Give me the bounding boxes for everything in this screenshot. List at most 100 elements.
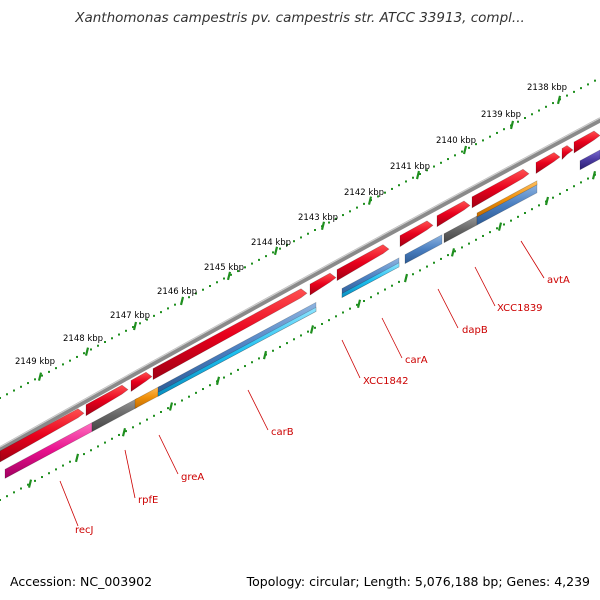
scale-dot (461, 150, 463, 153)
scale-dot (335, 217, 337, 220)
major-tick (273, 246, 279, 256)
scale-label: 2139 kbp (481, 110, 521, 120)
forward-cds[interactable] (336, 244, 390, 282)
gene-label-recJ[interactable]: recJ (75, 525, 94, 536)
scale-dot (342, 214, 344, 217)
scale-dot (391, 284, 393, 287)
scale-dot (580, 87, 582, 90)
scale-dot (300, 334, 302, 337)
scale-dot (573, 185, 575, 188)
gene-label-XCC1839[interactable]: XCC1839 (497, 303, 543, 314)
forward-cds[interactable] (561, 145, 574, 161)
forward-cds[interactable] (535, 152, 561, 175)
forward-cds[interactable] (130, 371, 153, 393)
scale-dot (132, 426, 134, 429)
forward-cds[interactable] (309, 272, 337, 296)
scale-dot (538, 109, 540, 112)
inner-major-tick (121, 427, 127, 437)
scale-dot (188, 296, 190, 299)
scale-dot (538, 204, 540, 207)
gene-label-XCC1842[interactable]: XCC1842 (363, 376, 409, 387)
reverse-cds-stripe[interactable] (476, 180, 538, 218)
scale-dot (69, 359, 71, 362)
reverse-cds-stripe[interactable] (341, 262, 400, 298)
scale-dot (167, 407, 169, 410)
scale-dot (412, 273, 414, 276)
scale-dot (279, 345, 281, 348)
scale-dot (272, 251, 274, 254)
reverse-cds[interactable] (579, 149, 600, 171)
reverse-cds-rpfE[interactable] (91, 397, 138, 433)
reverse-cds-recJ[interactable] (4, 422, 93, 479)
forward-cds[interactable] (152, 288, 308, 381)
scale-dot (202, 288, 204, 291)
gene-label-rpfE[interactable]: rpfE (138, 495, 158, 506)
scale-dot (153, 314, 155, 317)
scale-label: 2146 kbp (157, 287, 197, 297)
scale-dot (41, 476, 43, 479)
scale-dot (125, 329, 127, 332)
scale-dot (363, 300, 365, 303)
scale-dot (405, 180, 407, 183)
scale-dot (272, 349, 274, 352)
reverse-cds-XCC1839[interactable] (443, 215, 478, 244)
scale-dot (587, 177, 589, 180)
reverse-cds-greA[interactable] (134, 385, 161, 410)
scale-dot (580, 181, 582, 184)
scale-dot (482, 234, 484, 237)
scale-dot (20, 487, 22, 490)
scale-dot (594, 79, 596, 82)
scale-dot (321, 322, 323, 325)
scale-dot (13, 389, 15, 392)
major-tick (320, 221, 326, 231)
gene-label-avtA[interactable]: avtA (547, 275, 570, 286)
scale-dot (0, 397, 1, 399)
accession-text: Accession: NC_003902 (10, 574, 153, 589)
scale-dot (13, 491, 15, 494)
forward-cds[interactable] (471, 168, 530, 209)
scale-dot (573, 90, 575, 93)
gene-label-carB[interactable]: carB (271, 427, 294, 438)
scale-dot (209, 285, 211, 287)
inner-major-tick (544, 196, 550, 206)
gene-label-carA[interactable]: carA (405, 355, 428, 366)
genome-summary-text: Topology: circular; Length: 5,076,188 bp… (246, 574, 590, 589)
scale-dot (167, 307, 169, 310)
major-tick (556, 95, 562, 105)
scale-dot (139, 322, 141, 325)
scale-dot (433, 165, 435, 168)
leader-line (59, 480, 79, 527)
major-tick (37, 372, 43, 381)
forward-cds[interactable] (436, 200, 471, 228)
scale-dot (370, 296, 372, 299)
scale-dot (419, 269, 421, 272)
forward-cds[interactable] (573, 130, 600, 154)
scale-dot (251, 262, 253, 265)
scale-dot (517, 215, 519, 218)
scale-dot (258, 357, 260, 360)
reverse-cds-stripe[interactable] (157, 306, 317, 397)
inner-major-tick (262, 350, 268, 360)
reverse-cds-dapB[interactable] (404, 234, 443, 265)
scale-dot (244, 266, 246, 269)
major-tick (509, 120, 515, 130)
leader-line (437, 288, 459, 329)
scale-dot (160, 311, 162, 314)
forward-cds[interactable] (0, 408, 85, 463)
scale-dot (132, 326, 134, 329)
scale-dot (489, 231, 491, 234)
leader-line (520, 240, 545, 279)
forward-cds[interactable] (399, 220, 434, 248)
scale-dot (90, 348, 92, 351)
gene-label-dapB[interactable]: dapB (462, 325, 488, 336)
scale-dot (20, 385, 22, 388)
scale-dot (496, 131, 498, 134)
gene-label-greA[interactable]: greA (181, 472, 204, 483)
forward-cds[interactable] (85, 384, 129, 417)
inner-major-tick (215, 376, 221, 386)
scale-dot (552, 102, 554, 105)
scale-dot (447, 254, 449, 257)
inner-major-tick (403, 273, 409, 283)
scale-dot (475, 143, 477, 146)
major-tick (179, 296, 185, 306)
